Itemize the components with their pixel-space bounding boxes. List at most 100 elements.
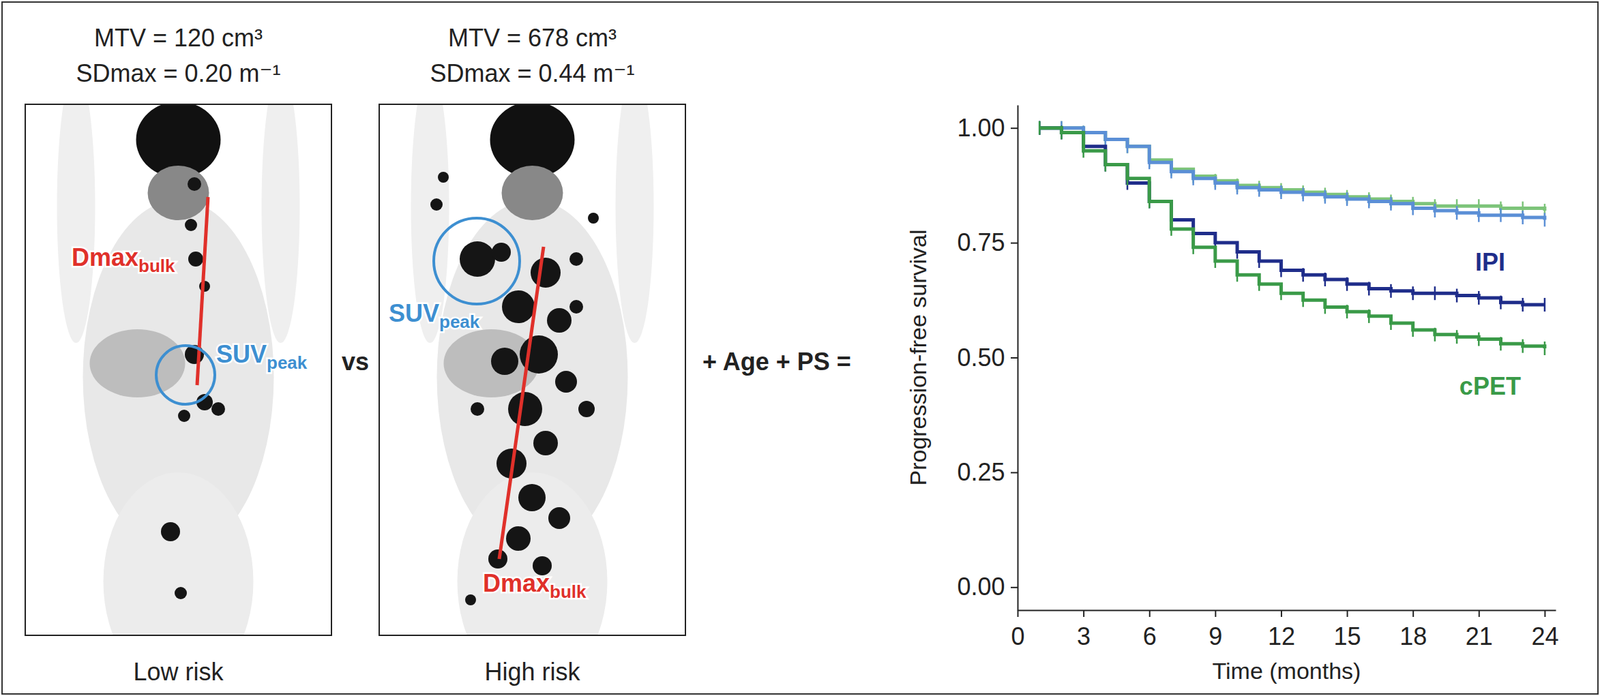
censor-mark: [1214, 176, 1217, 191]
body-arm: [615, 104, 655, 344]
operator-text: + Age + PS =: [702, 347, 852, 376]
tick-label: 0.75: [957, 228, 1006, 257]
censor-mark: [1236, 180, 1239, 195]
uptake-spot: [548, 507, 571, 530]
tick: 12: [1267, 610, 1296, 651]
tick-label: 24: [1531, 622, 1559, 651]
pet-panel: [411, 104, 655, 636]
uptake-spot: [569, 252, 584, 266]
sdmax-text: SDmax = 0.20 m⁻¹: [75, 59, 281, 88]
tick: 24: [1531, 610, 1559, 651]
censor-mark: [1499, 208, 1502, 223]
censor-mark: [1389, 316, 1392, 331]
suv-label-main: SUV: [388, 299, 440, 328]
uptake-spot: [470, 402, 485, 417]
censor-mark: [1411, 286, 1414, 301]
censor-mark: [1411, 323, 1414, 337]
tick-label: 0.25: [957, 458, 1006, 487]
tick-label: 18: [1399, 622, 1427, 651]
series-label: cPET: [1459, 372, 1521, 401]
censor-mark: [1499, 295, 1502, 310]
tick: 9: [1208, 610, 1223, 651]
uptake-spot: [587, 212, 599, 224]
censor-mark: [1346, 277, 1349, 292]
tick: 18: [1399, 610, 1427, 651]
censor-mark: [1280, 286, 1283, 301]
uptake-spot: [569, 300, 584, 314]
dmax-label-sub: bulk: [138, 255, 176, 277]
censor-mark: [1280, 185, 1283, 200]
panel-frame: [25, 104, 332, 636]
censor-mark: [1170, 222, 1173, 236]
censor-mark: [1060, 125, 1063, 140]
tick-label: 3: [1076, 622, 1091, 651]
mtv-text: MTV = 678 cm³: [448, 23, 617, 52]
dmax-label-main: Dmax: [482, 569, 550, 598]
tick: 6: [1143, 610, 1157, 651]
censor-mark: [1456, 330, 1459, 344]
censor-mark: [1544, 212, 1547, 227]
tick-mark: [1083, 610, 1085, 618]
tick-label: 12: [1267, 622, 1296, 651]
uptake-spot: [578, 401, 595, 418]
suv-label: SUVpeak: [216, 340, 308, 374]
figure: DmaxbulkSUVpeakMTV = 120 cm³SDmax = 0.20…: [0, 0, 1600, 696]
tick: 0.50: [957, 343, 1018, 372]
suv-circle: [433, 218, 520, 305]
censor-mark: [1477, 208, 1480, 223]
tick-mark: [1010, 587, 1018, 589]
censor-mark: [1126, 171, 1129, 186]
panel-frame: [379, 104, 686, 636]
tick: 0: [1010, 610, 1025, 651]
sdmax-text: SDmax = 0.44 m⁻¹: [429, 59, 635, 88]
tick: 3: [1076, 610, 1091, 651]
suv-label-sub: peak: [266, 352, 308, 374]
uptake-spot: [160, 522, 181, 542]
uptake-spot: [184, 218, 198, 232]
y-axis: 0.000.250.500.751.00: [957, 105, 1019, 612]
censor-mark: [1258, 277, 1261, 292]
body-torso: [437, 199, 629, 555]
censor-mark: [1368, 281, 1371, 296]
tick-mark: [1412, 610, 1414, 618]
censor-mark: [1192, 171, 1195, 186]
uptake-spot: [518, 484, 546, 512]
km-curve: [1039, 128, 1545, 349]
dmax-label-main: Dmax: [71, 243, 139, 272]
body-legs: [103, 472, 254, 636]
uptake-spot: [465, 594, 477, 606]
censor-mark: [1324, 190, 1327, 204]
censor-mark: [1038, 121, 1041, 136]
censor-mark: [1521, 339, 1524, 354]
censor-mark: [1389, 284, 1392, 299]
censor-mark: [1456, 289, 1459, 303]
uptake-spot: [508, 392, 543, 427]
uptake-spot: [546, 308, 572, 333]
uptake-spot: [459, 241, 496, 277]
tick-label: 6: [1143, 622, 1157, 651]
uptake-spot: [187, 177, 202, 191]
censor-mark: [1477, 291, 1480, 305]
uptake-spot: [437, 171, 449, 183]
uptake-spot: [488, 549, 508, 569]
censor-mark: [1499, 336, 1502, 351]
tick-label: 0.00: [957, 572, 1006, 601]
body-arm: [57, 104, 96, 344]
x-axis: 03691215182124: [1010, 610, 1559, 651]
censor-mark: [1236, 268, 1239, 282]
censor-mark: [1258, 254, 1261, 269]
censor-mark: [1236, 245, 1239, 260]
uptake-spot: [491, 242, 511, 262]
uptake-spot: [506, 526, 531, 552]
censor-mark: [1456, 205, 1459, 220]
pet-panel: [57, 104, 301, 636]
dmax-label: Dmaxbulk: [71, 243, 176, 277]
suv-circle: [156, 345, 215, 405]
liver: [90, 329, 186, 398]
neck: [147, 165, 210, 221]
dmax-label: Dmaxbulk: [482, 569, 587, 603]
suv-label: SUVpeak: [388, 299, 481, 333]
uptake-spot: [188, 251, 204, 267]
censor-mark: [1148, 194, 1151, 209]
dmax-line: [197, 197, 209, 386]
